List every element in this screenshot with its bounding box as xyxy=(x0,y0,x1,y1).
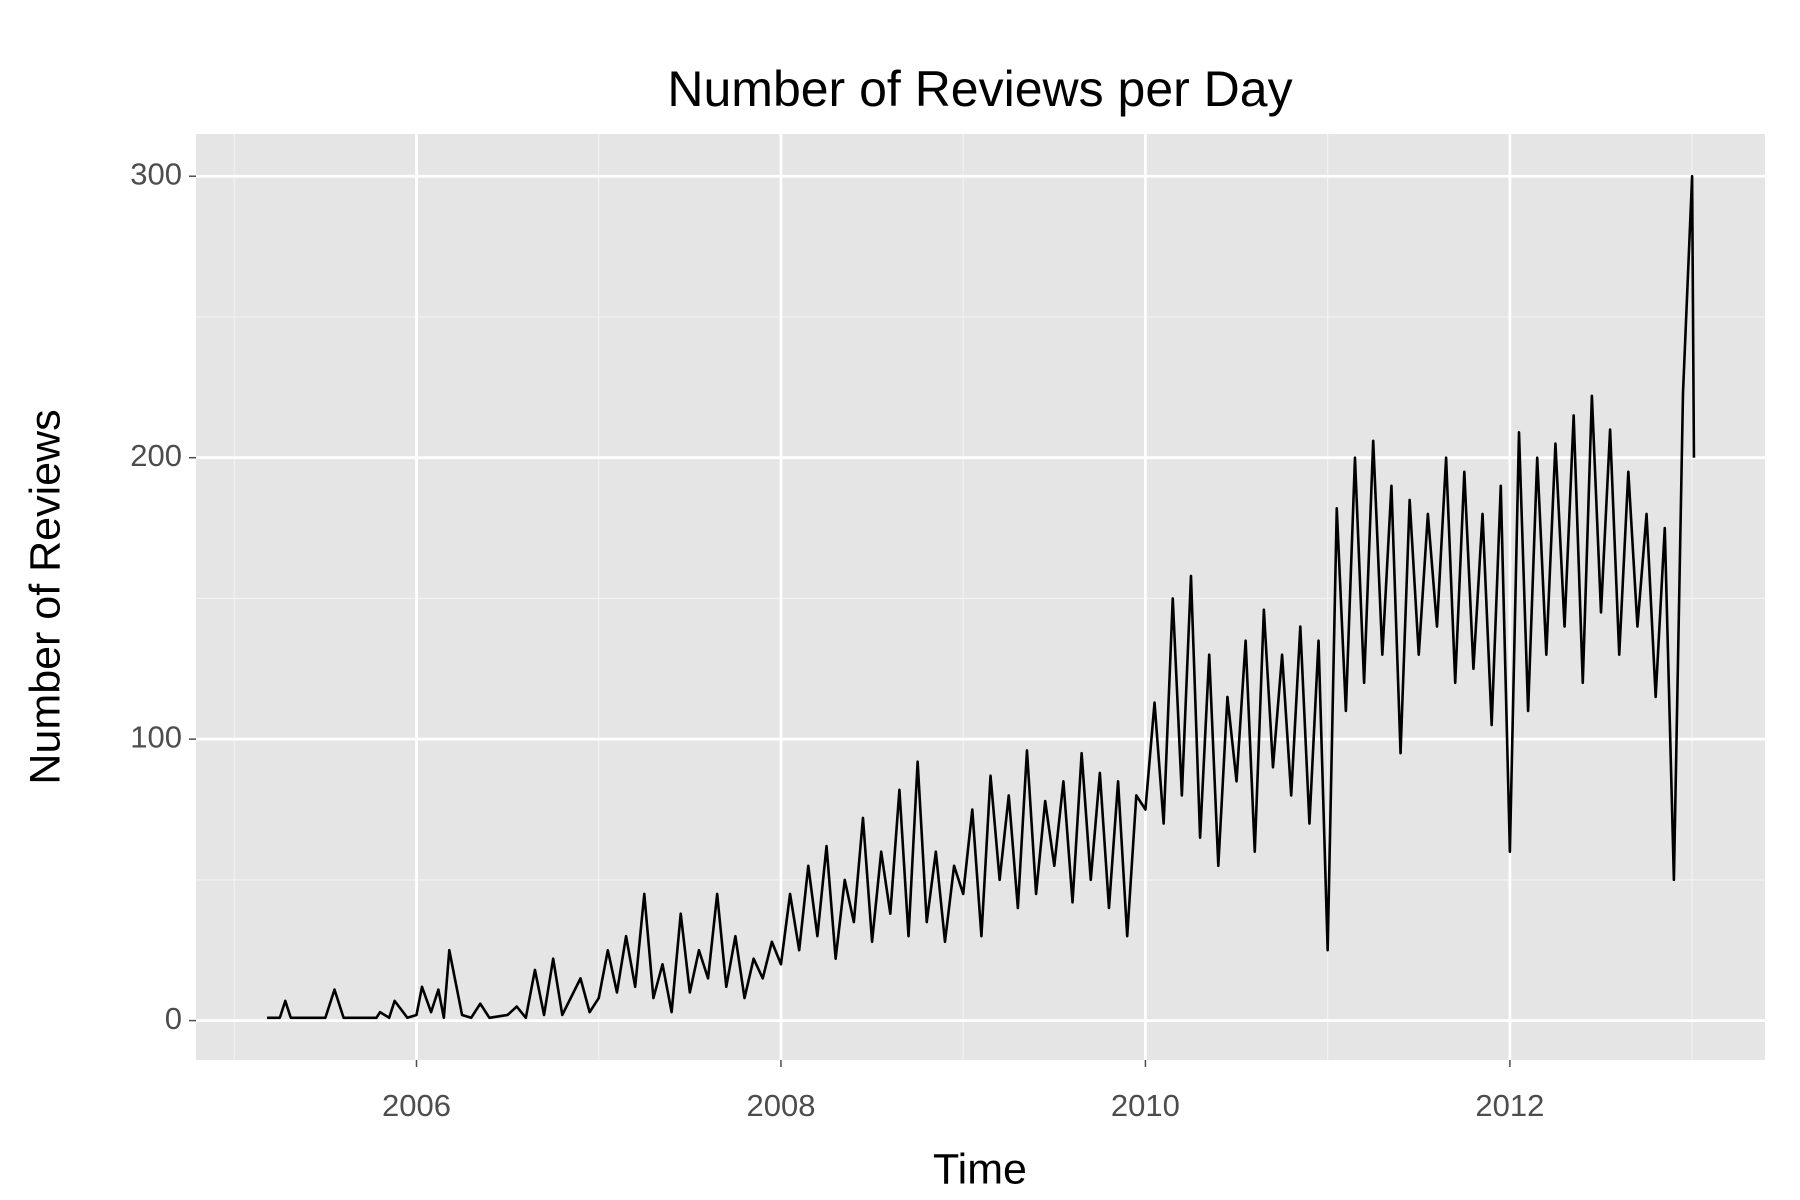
y-axis-title: Number of Reviews xyxy=(21,409,69,784)
x-axis-title: Time xyxy=(933,1145,1027,1193)
data-line xyxy=(267,174,1696,1020)
x-tick-label: 2010 xyxy=(1111,1088,1180,1123)
y-tick-label: 200 xyxy=(130,438,182,473)
x-tick-label: 2008 xyxy=(746,1088,815,1123)
x-tick-label: 2012 xyxy=(1475,1088,1544,1123)
chart-title: Number of Reviews per Day xyxy=(667,61,1292,117)
marks xyxy=(267,174,1696,1020)
grid xyxy=(196,134,1765,1060)
y-tick-label: 0 xyxy=(165,1001,182,1036)
y-tick-label: 100 xyxy=(130,719,182,754)
y-tick-label: 300 xyxy=(130,156,182,191)
x-tick-label: 2006 xyxy=(382,1088,451,1123)
